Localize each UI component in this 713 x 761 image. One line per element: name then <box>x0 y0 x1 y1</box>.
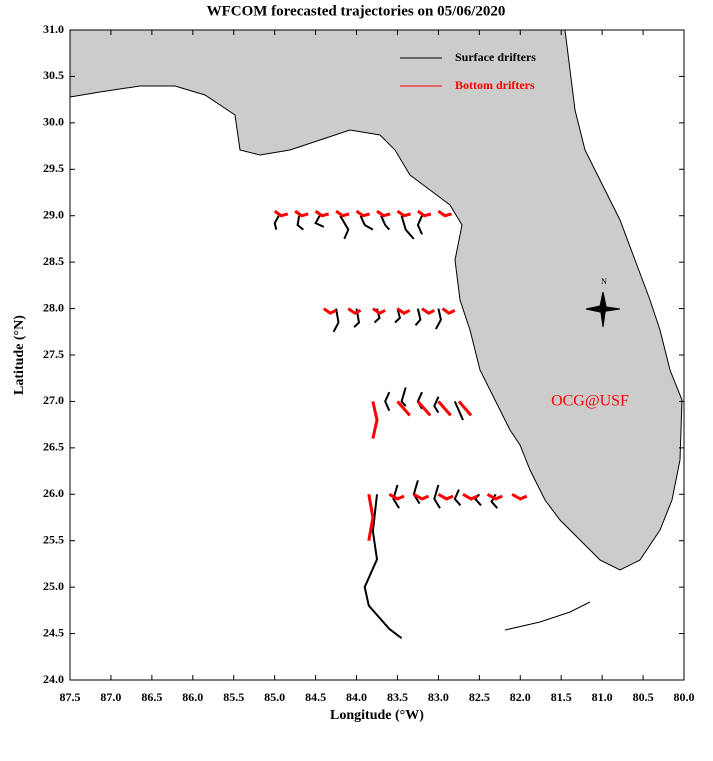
x-tick-label: 80.0 <box>674 690 695 704</box>
y-tick-label: 29.0 <box>43 207 64 221</box>
annotation: OCG@USF <box>551 393 629 410</box>
compass <box>585 291 621 328</box>
y-tick-label: 24.0 <box>43 672 64 686</box>
x-tick-label: 86.5 <box>141 690 162 704</box>
x-tick-label: 85.5 <box>223 690 244 704</box>
y-tick-label: 28.0 <box>43 300 64 314</box>
x-tick-label: 87.0 <box>100 690 121 704</box>
trajectory <box>273 209 528 541</box>
y-tick-label: 28.5 <box>43 254 64 268</box>
compass-label: N <box>601 277 607 286</box>
legend-label: Surface drifters <box>455 50 536 64</box>
y-tick-label: 29.5 <box>43 161 64 175</box>
y-tick-label: 24.5 <box>43 625 64 639</box>
y-tick-label: 31.0 <box>43 22 64 36</box>
x-tick-label: 85.0 <box>264 690 285 704</box>
y-tick-label: 25.0 <box>43 579 64 593</box>
y-axis-label: Latitude (°N) <box>12 315 27 395</box>
x-tick-label: 84.5 <box>305 690 326 704</box>
x-axis-label: Longitude (°W) <box>330 708 424 723</box>
legend-label: Bottom drifters <box>455 78 535 92</box>
x-tick-label: 82.0 <box>510 690 531 704</box>
y-tick-label: 25.5 <box>43 532 64 546</box>
x-tick-label: 82.5 <box>469 690 490 704</box>
x-tick-label: 80.5 <box>633 690 654 704</box>
keys <box>504 601 591 631</box>
x-tick-label: 81.0 <box>592 690 613 704</box>
x-tick-label: 87.5 <box>60 690 81 704</box>
chart-title: WFCOM forecasted trajectories on 05/06/2… <box>207 3 506 19</box>
y-tick-label: 26.5 <box>43 440 64 454</box>
land <box>69 29 683 571</box>
x-tick-label: 84.0 <box>346 690 367 704</box>
x-tick-label: 86.0 <box>182 690 203 704</box>
y-tick-label: 27.5 <box>43 347 64 361</box>
y-tick-label: 27.0 <box>43 393 64 407</box>
y-tick-label: 26.0 <box>43 486 64 500</box>
x-tick-label: 81.5 <box>551 690 572 704</box>
x-tick-label: 83.0 <box>428 690 449 704</box>
x-tick-label: 83.5 <box>387 690 408 704</box>
y-tick-label: 30.5 <box>43 68 64 82</box>
y-tick-label: 30.0 <box>43 115 64 129</box>
